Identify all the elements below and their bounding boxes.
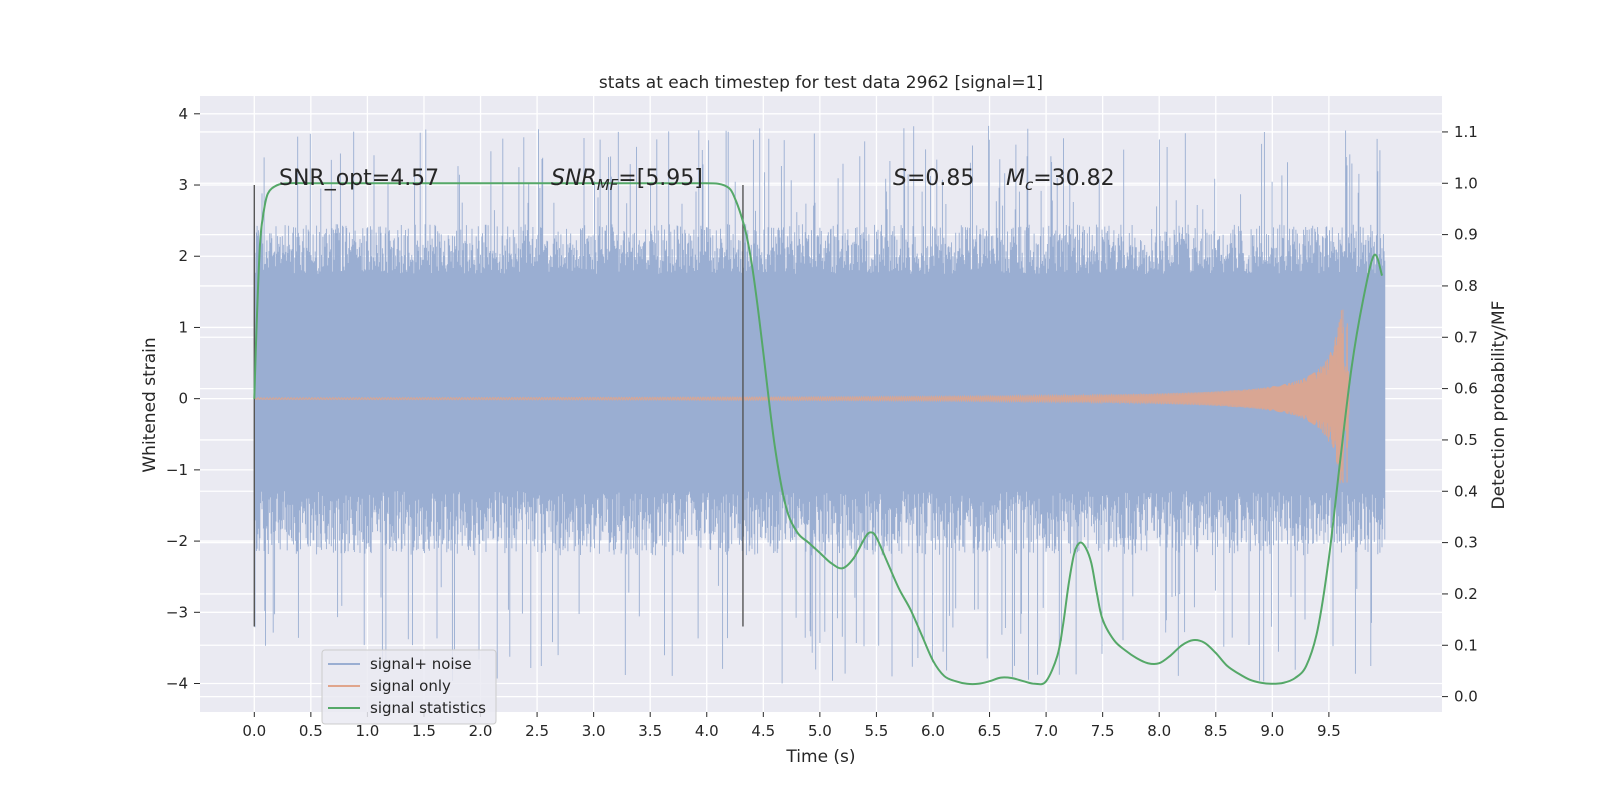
- x-tick-label: 3.5: [638, 722, 662, 740]
- x-tick-label: 5.0: [808, 722, 832, 740]
- y-tick-label: −2: [166, 532, 188, 550]
- chart-title: stats at each timestep for test data 296…: [599, 73, 1043, 93]
- y-axis-label: Whitened strain: [140, 337, 160, 472]
- legend-label-signal: signal only: [370, 677, 451, 695]
- x-tick-label: 4.5: [751, 722, 775, 740]
- x-tick-label: 7.5: [1091, 722, 1115, 740]
- vertical-markers: [253, 185, 744, 627]
- x-tick-label: 6.5: [978, 722, 1002, 740]
- x-tick-label: 1.0: [355, 722, 379, 740]
- annotation-snr-mf-sub: MF: [597, 176, 619, 194]
- annotation-snr-mf-value: =[5.95]: [618, 166, 703, 191]
- y2-tick-label: 0.4: [1454, 482, 1478, 500]
- annotation-mc-value: =30.82: [1033, 166, 1114, 191]
- x-tick-label: 2.0: [469, 722, 493, 740]
- annotation-snr-opt: SNR_opt=4.57: [279, 166, 439, 191]
- x-tick-label: 7.0: [1034, 722, 1058, 740]
- y-tick-label: −1: [166, 461, 188, 479]
- y-axis-ticks: −4 −3 −2 −1 0 1 2 3 4: [166, 105, 200, 693]
- y-tick-label: 2: [178, 247, 188, 265]
- x-tick-label: 2.5: [525, 722, 549, 740]
- y2-tick-label: 0.7: [1454, 328, 1478, 346]
- y2-tick-label: 0.5: [1454, 431, 1478, 449]
- annotation-mc: Mc=30.82: [1006, 166, 1115, 194]
- y2-axis-ticks: 0.0 0.1 0.2 0.3 0.4 0.5 0.6 0.7 0.8 0.9 1.0 1.1: [1442, 123, 1478, 706]
- annotation-mc-sub: c: [1025, 176, 1034, 194]
- x-tick-label: 5.5: [864, 722, 888, 740]
- annotation-s: S=0.85: [893, 166, 974, 191]
- series-signal-only: [253, 309, 1350, 484]
- signal-series: [253, 309, 1350, 484]
- x-tick-label: 8.0: [1147, 722, 1171, 740]
- y-tick-label: −3: [166, 603, 188, 621]
- x-axis-ticks: 0.0 0.5 1.0 1.5 2.0 2.5 3.0 3.5 4.0 4.5 5.0 5.5 6.0 6…: [242, 712, 1341, 740]
- x-tick-label: 9.0: [1260, 722, 1284, 740]
- y-tick-label: 3: [178, 176, 188, 194]
- x-tick-label: 4.0: [695, 722, 719, 740]
- y-tick-label: 1: [178, 318, 188, 336]
- y2-tick-label: 0.9: [1454, 226, 1478, 244]
- legend-label-noise: signal+ noise: [370, 655, 472, 673]
- x-tick-label: 1.5: [412, 722, 436, 740]
- y-tick-label: 4: [178, 105, 188, 123]
- y2-tick-label: 0.3: [1454, 534, 1478, 552]
- y-tick-label: 0: [178, 390, 188, 408]
- x-tick-label: 6.0: [921, 722, 945, 740]
- legend: signal+ noise signal only signal statist…: [321, 649, 497, 725]
- y2-tick-label: 0.8: [1454, 277, 1478, 295]
- stat-series: [253, 182, 1384, 686]
- x-tick-label: 9.5: [1317, 722, 1341, 740]
- y2-tick-label: 1.0: [1454, 174, 1478, 192]
- annotation-s-base: S: [893, 166, 907, 191]
- y2-tick-label: 0.1: [1454, 636, 1478, 654]
- x-tick-label: 3.0: [582, 722, 606, 740]
- y-tick-label: −4: [166, 675, 188, 693]
- annotation-snr-mf: SNRMF=[5.95]: [551, 166, 703, 194]
- x-tick-label: 0.5: [299, 722, 323, 740]
- y2-axis-label: Detection probability/MF: [1489, 301, 1509, 510]
- y2-tick-label: 0.6: [1454, 380, 1478, 398]
- legend-label-stat: signal statistics: [370, 699, 486, 717]
- annotation-s-value: =0.85: [907, 166, 974, 191]
- x-tick-label: 8.5: [1204, 722, 1228, 740]
- x-axis-label: Time (s): [785, 747, 855, 767]
- y2-tick-label: 0.2: [1454, 585, 1478, 603]
- annotation-snr-mf-base: SNR: [551, 166, 597, 191]
- annotation-mc-base: M: [1006, 166, 1025, 191]
- legend-box: [321, 649, 497, 725]
- y2-tick-label: 0.0: [1454, 688, 1478, 706]
- x-tick-label: 0.0: [242, 722, 266, 740]
- series-signal-statistics: [253, 182, 1384, 686]
- y2-tick-label: 1.1: [1454, 123, 1478, 141]
